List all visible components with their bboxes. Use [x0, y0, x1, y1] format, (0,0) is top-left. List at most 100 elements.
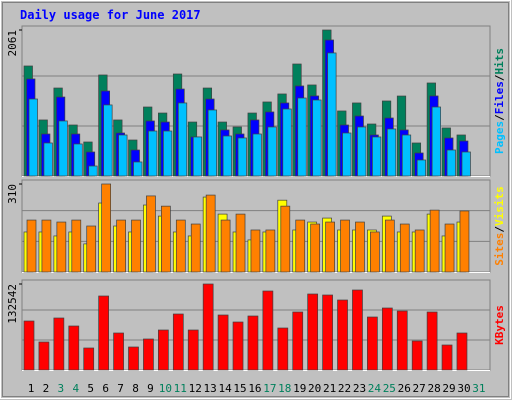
x-tick-label: 1 — [28, 382, 35, 395]
bar — [441, 344, 453, 371]
bar — [88, 165, 98, 177]
bar — [187, 329, 199, 371]
legend-entry: Hits — [493, 48, 506, 75]
bar — [386, 128, 397, 177]
x-tick-label: 14 — [218, 382, 232, 395]
x-tick-label: 27 — [413, 382, 426, 395]
bar — [118, 134, 128, 177]
x-tick-label: 16 — [248, 382, 261, 395]
x-tick-label: 29 — [442, 382, 455, 395]
bar — [370, 231, 380, 273]
bar — [444, 223, 455, 273]
bar — [399, 223, 410, 273]
x-tick-label: 3 — [58, 382, 65, 395]
bar — [56, 221, 67, 273]
bar — [220, 219, 231, 273]
x-tick-label: 28 — [427, 382, 440, 395]
x-tick-label: 10 — [159, 382, 172, 395]
bar — [116, 219, 126, 273]
bar — [205, 194, 216, 273]
x-tick-label: 4 — [72, 382, 79, 395]
bar — [431, 106, 441, 177]
bar — [292, 311, 304, 371]
bar — [297, 97, 307, 177]
bar — [262, 290, 274, 371]
bar — [146, 195, 156, 273]
legend-entry: Visits — [493, 186, 506, 226]
bar — [325, 221, 335, 273]
bar — [101, 183, 112, 273]
bar — [71, 219, 82, 273]
y-tick-label: 2061 — [6, 30, 19, 57]
bar — [28, 98, 38, 177]
x-tick-label: 25 — [383, 382, 396, 395]
bar — [131, 219, 141, 273]
bar — [113, 332, 124, 371]
bar — [456, 332, 468, 371]
x-tick-label: 23 — [353, 382, 366, 395]
bar — [158, 329, 169, 371]
legend-entry: Pages — [493, 121, 506, 154]
frame — [2, 2, 509, 397]
x-tick-label: 24 — [368, 382, 382, 395]
x-tick-label: 7 — [117, 382, 124, 395]
x-tick-label: 15 — [233, 382, 246, 395]
bar — [103, 104, 113, 177]
x-tick-label: 26 — [398, 382, 411, 395]
bar — [429, 209, 440, 273]
bar — [396, 310, 408, 371]
bar — [414, 229, 425, 273]
bar — [148, 130, 158, 177]
bar — [381, 307, 393, 371]
bar — [86, 225, 97, 273]
x-tick-label: 31 — [472, 382, 485, 395]
bar — [295, 219, 306, 273]
bar — [192, 136, 203, 177]
bar — [282, 108, 292, 177]
bar — [190, 223, 201, 273]
x-tick-label: 20 — [308, 382, 321, 395]
bar — [172, 313, 184, 371]
bar — [41, 219, 52, 273]
y-tick-label: 310 — [6, 184, 19, 204]
legend-separator: / — [493, 226, 506, 233]
bar — [312, 99, 322, 177]
x-tick-label: 5 — [87, 382, 94, 395]
bar — [367, 316, 378, 371]
bar — [265, 229, 276, 273]
bar — [446, 149, 456, 177]
legend: Pages/Files/Hits — [493, 48, 506, 154]
bar — [411, 340, 423, 371]
x-tick-label: 6 — [102, 382, 109, 395]
bar — [310, 223, 321, 273]
y-tick-label: 132542 — [6, 284, 19, 324]
bar — [133, 161, 143, 177]
x-tick-label: 12 — [189, 382, 202, 395]
legend: Sites/Visits — [493, 186, 506, 266]
bar — [252, 133, 262, 177]
bar — [372, 136, 382, 177]
bar — [352, 289, 363, 371]
x-tick-label: 22 — [338, 382, 351, 395]
chart-title: Daily usage for June 2017 — [20, 8, 201, 22]
bar — [340, 219, 350, 273]
bar — [342, 132, 352, 177]
legend-entry: KBytes — [493, 305, 506, 345]
x-tick-label: 30 — [457, 382, 470, 395]
bar — [58, 120, 68, 177]
bar — [175, 219, 186, 273]
bar — [128, 346, 139, 371]
x-tick-label: 13 — [204, 382, 217, 395]
bar — [459, 210, 470, 273]
bar — [357, 126, 367, 177]
x-tick-label: 21 — [323, 382, 336, 395]
bar — [307, 293, 319, 371]
bar — [237, 137, 247, 177]
bar — [143, 338, 154, 371]
bar — [280, 205, 291, 273]
bar — [98, 295, 110, 371]
bar — [68, 325, 80, 371]
